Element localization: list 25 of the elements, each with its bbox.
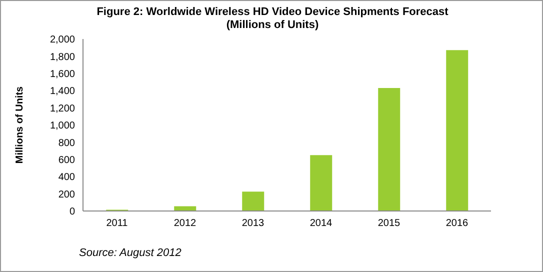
y-tick-label: 1,200 <box>50 103 76 114</box>
y-tick-label: 600 <box>58 154 76 166</box>
chart-title: Figure 2: Worldwide Wireless HD Video Device Shipments Forecast <box>96 6 450 19</box>
x-tick-label: 2012 <box>174 218 197 230</box>
chart-subtitle: (Millions of Units) <box>225 19 320 32</box>
y-tick-label: 1,600 <box>50 68 76 80</box>
bar <box>310 155 332 211</box>
x-tick-label: 2016 <box>446 218 469 230</box>
y-tick-label: 1,800 <box>50 52 76 63</box>
y-tick-label: 1,400 <box>50 86 76 98</box>
bar <box>242 192 264 211</box>
y-tick-label: 400 <box>58 172 76 184</box>
y-axis-title: Millions of Units <box>14 86 26 164</box>
x-tick-label: 2015 <box>378 218 401 230</box>
x-tick-label: 2011 <box>106 218 128 230</box>
bar <box>446 50 468 211</box>
source-note: Source: August 2012 <box>79 247 182 259</box>
bar <box>378 88 400 211</box>
x-tick-label: 2014 <box>310 218 333 230</box>
y-tick-label: 800 <box>58 138 76 149</box>
x-tick-label: 2013 <box>242 218 265 230</box>
y-tick-label: 1,000 <box>50 120 76 132</box>
y-tick-label: 0 <box>69 206 76 218</box>
y-tick-label: 2,000 <box>50 34 76 46</box>
y-tick-label: 200 <box>58 189 76 200</box>
